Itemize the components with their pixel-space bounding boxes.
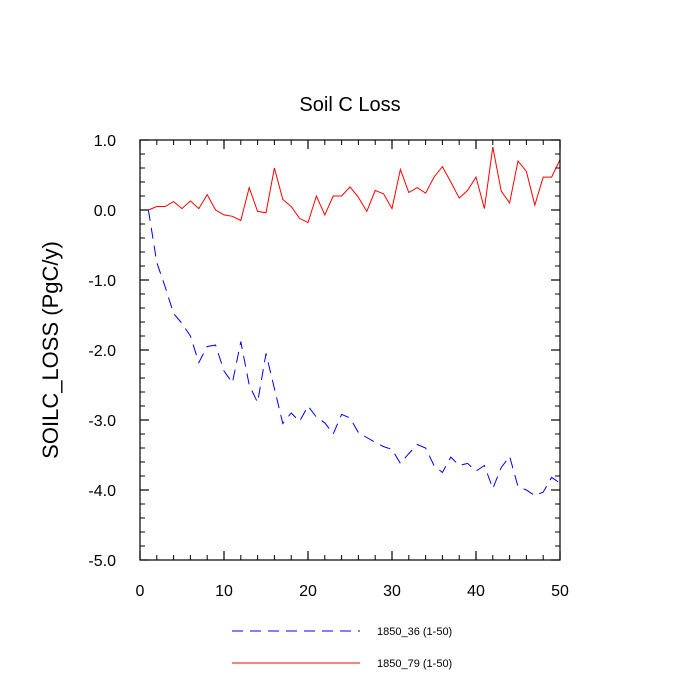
chart-title: Soil C Loss [299, 94, 400, 116]
x-tick-label: 10 [215, 583, 233, 600]
y-tick-label: -1.0 [88, 273, 116, 290]
x-tick-label: 0 [136, 583, 145, 600]
series-line-blue-dashed [147, 209, 561, 497]
y-tick-label: -3.0 [88, 413, 116, 430]
x-tick-label: 50 [551, 583, 569, 600]
y-tick-label: 0.0 [94, 203, 116, 220]
axis-ticks: 0 10 20 30 40 50 1.0 0.0 -1.0 -2.0 -3.0 -4.0 -5.0 [88, 133, 569, 600]
series-lines [147, 146, 561, 497]
series-line-red-solid [148, 146, 561, 224]
legend-label: 1850_79 (1-50) [377, 658, 452, 670]
y-tick-label: -4.0 [88, 483, 116, 500]
x-tick-label: 30 [383, 583, 401, 600]
x-tick-label: 20 [299, 583, 317, 600]
y-tick-label: -2.0 [88, 343, 116, 360]
y-tick-label: 1.0 [94, 133, 116, 150]
x-tick-label: 40 [467, 583, 485, 600]
y-axis-label: SOILC_LOSS (PgC/y) [38, 241, 63, 459]
y-tick-label: -5.0 [88, 553, 116, 570]
legend: 1850_36 (1-50) 1850_79 (1-50) [232, 626, 452, 670]
legend-label: 1850_36 (1-50) [377, 626, 452, 638]
plot-frame [139, 139, 561, 561]
